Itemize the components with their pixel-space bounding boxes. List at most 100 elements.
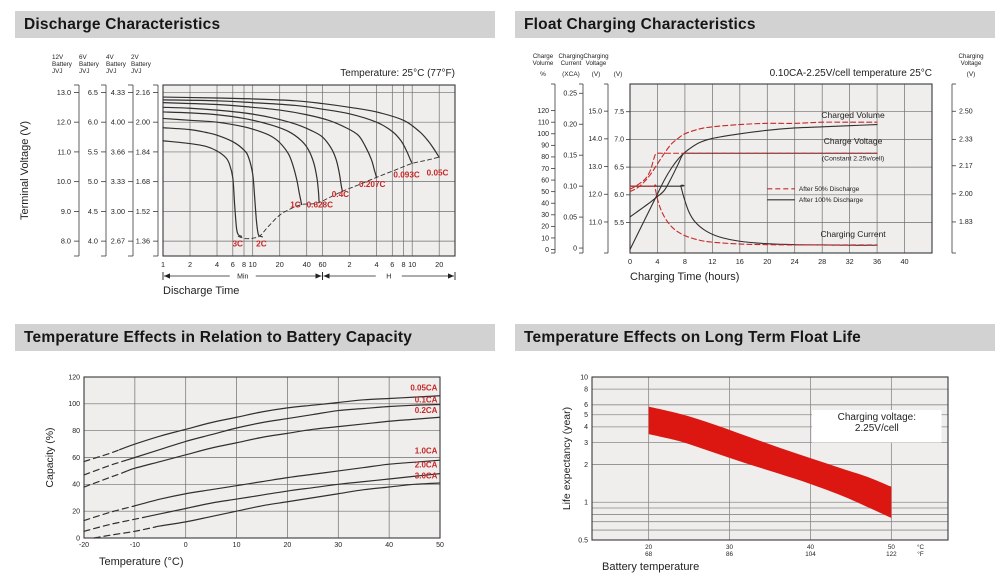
x-tick-label: 20 bbox=[276, 260, 284, 269]
x-tick-label: -10 bbox=[130, 542, 140, 549]
x-tick-label: 28 bbox=[818, 257, 826, 266]
x-tick-label-celsius: 20 bbox=[645, 544, 653, 551]
axis-unit: % bbox=[540, 71, 546, 78]
curve-1C bbox=[162, 117, 303, 206]
legend-label: After 50% Discharge bbox=[799, 186, 860, 193]
rate-label: 0.628C bbox=[307, 201, 333, 210]
curve-0.628C bbox=[162, 111, 320, 204]
axis-tick-label: 10 bbox=[541, 235, 549, 242]
axis-tick-label: 0.05 bbox=[563, 214, 577, 221]
axis-tick-label: 3.66 bbox=[111, 147, 125, 156]
x-tick-label: 24 bbox=[791, 257, 799, 266]
y-tick-label: 100 bbox=[68, 401, 80, 408]
curve-charging-current-after-50 bbox=[629, 184, 878, 246]
curve-0.1CA bbox=[124, 403, 441, 462]
rate-label: 0.05CA bbox=[410, 383, 437, 392]
rate-label: 2C bbox=[256, 240, 267, 249]
y-tick-label: 2 bbox=[584, 462, 588, 469]
y-tick-label: 3 bbox=[584, 440, 588, 447]
axis-tick-label: 0.10 bbox=[563, 183, 577, 190]
y-tick-label: 0 bbox=[76, 535, 80, 542]
x-tick-label-celsius: 30 bbox=[726, 544, 734, 551]
curve-label: Charging Current bbox=[820, 229, 886, 239]
panel-title-temp-capacity: Temperature Effects in Relation to Batte… bbox=[15, 324, 495, 351]
x-tick-label: 8 bbox=[683, 257, 687, 266]
plot-border bbox=[629, 83, 933, 254]
x-tick-label: 20 bbox=[284, 542, 292, 549]
y-tick-label: 60 bbox=[72, 455, 80, 462]
axis-tick-label: 13.0 bbox=[57, 88, 71, 97]
axis-title: JVJ bbox=[52, 68, 63, 75]
x-tick-label-fahrenheit: 104 bbox=[805, 551, 816, 558]
rate-label: 0.093C bbox=[393, 170, 419, 179]
arrowhead bbox=[323, 273, 330, 279]
discharge-characteristics-chart: 12VBatteryJVJ13.012.011.010.09.08.06VBat… bbox=[19, 54, 456, 297]
rate-label: 2.0CA bbox=[415, 461, 438, 470]
x-tick-label: 2 bbox=[188, 260, 192, 269]
y-tick-label: 120 bbox=[68, 374, 80, 381]
panel-title-discharge: Discharge Characteristics bbox=[15, 11, 495, 38]
axis-tick-label: 2.00 bbox=[136, 118, 150, 127]
x-tick-label: 8 bbox=[401, 260, 405, 269]
axis-title: 12V bbox=[52, 54, 64, 61]
axis-tick-label: 0.25 bbox=[563, 91, 577, 98]
plot-area bbox=[630, 84, 932, 253]
x-axis-label: Temperature (°C) bbox=[99, 556, 183, 568]
axis-title: Charging bbox=[558, 53, 584, 60]
axis-tick-label: 60 bbox=[541, 177, 549, 184]
curve-charged-volume-after-100 bbox=[629, 123, 878, 251]
plot-border bbox=[162, 84, 456, 257]
axis-tick-label: 4.33 bbox=[111, 88, 125, 97]
x-tick-label: 40 bbox=[385, 542, 393, 549]
float-life-band bbox=[648, 406, 892, 518]
curve-2C bbox=[162, 127, 263, 238]
axis-tick-label: 5.5 bbox=[614, 220, 624, 227]
curve-1.0CA bbox=[132, 459, 441, 507]
x-tick-label: 16 bbox=[736, 257, 744, 266]
arrowhead bbox=[315, 273, 322, 279]
axis-tick-label: 110 bbox=[538, 119, 549, 126]
axis-title: Charge bbox=[533, 53, 554, 60]
x-tick-label: 10 bbox=[233, 542, 241, 549]
axis-tick-label: 0.15 bbox=[563, 152, 577, 159]
x-tick-label: 6 bbox=[231, 260, 235, 269]
axis-tick-label: 4.00 bbox=[111, 118, 125, 127]
panel-title-float-life: Temperature Effects on Long Term Float L… bbox=[515, 324, 995, 351]
rate-label: 0.05C bbox=[427, 169, 449, 178]
y-tick-label: 1 bbox=[584, 500, 588, 507]
x-tick-label: 60 bbox=[318, 260, 326, 269]
axis-title: Voltage bbox=[961, 60, 982, 67]
rate-label: 3.0CA bbox=[415, 471, 438, 480]
curve-0.2CA bbox=[124, 416, 441, 473]
curve-charge-voltage-after-100 bbox=[629, 152, 878, 218]
y-tick-label: 10 bbox=[580, 374, 588, 381]
panel-title-float-charging: Float Charging Characteristics bbox=[515, 11, 995, 38]
axis-unit: (V) bbox=[592, 71, 601, 78]
x-axis-label: Discharge Time bbox=[163, 285, 239, 297]
arrowhead bbox=[164, 273, 170, 279]
axis-tick-label: 15.0 bbox=[588, 108, 602, 115]
x-tick-label-celsius: 50 bbox=[888, 544, 896, 551]
axis-title: Battery bbox=[79, 61, 100, 68]
axis-tick-label: 6.0 bbox=[88, 118, 98, 127]
axis-tick-label: 9.0 bbox=[61, 207, 71, 216]
x-tick-label: -20 bbox=[79, 542, 89, 549]
span-label: Min bbox=[237, 274, 248, 281]
span-label: H bbox=[386, 274, 391, 281]
y-tick-label: 5 bbox=[584, 412, 588, 419]
curve-label: (Constant 2.25v/cell) bbox=[822, 155, 884, 162]
rate-label: 1.0CA bbox=[415, 446, 438, 455]
x-tick-label: 40 bbox=[900, 257, 908, 266]
axis-title: Charging bbox=[958, 53, 984, 60]
axis-tick-label: 20 bbox=[541, 224, 549, 231]
temperature-capacity-chart: -20 -10 0 10 20 30 40 50 0 20 40 60 80 100 120 Capacity… bbox=[44, 374, 444, 568]
x-tick-label: 10 bbox=[249, 260, 257, 269]
y-tick-label: 0.5 bbox=[578, 537, 588, 544]
curve-3.0CA-dashed bbox=[93, 526, 156, 539]
plot-area bbox=[163, 85, 455, 256]
curve-0.2CA-dashed bbox=[83, 471, 126, 488]
curve-3C bbox=[162, 140, 243, 237]
x-tick-label: 36 bbox=[873, 257, 881, 266]
x-tick-label: 40 bbox=[303, 260, 311, 269]
condition-annotation: 0.10CA-2.25V/cell temperature 25°C bbox=[770, 68, 932, 79]
